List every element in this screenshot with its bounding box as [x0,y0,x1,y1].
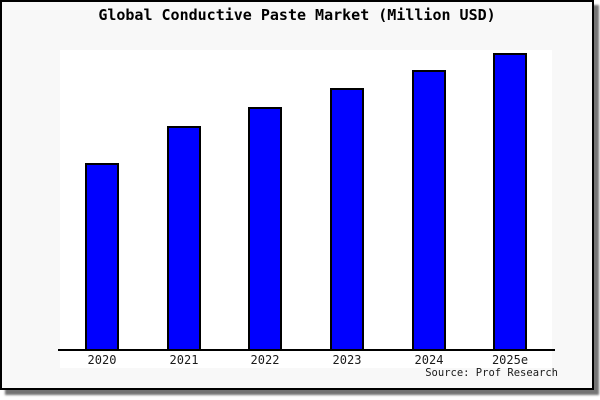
x-tick-label-2022: 2022 [250,353,280,367]
bar-2022 [248,107,282,351]
x-tick-label-2025e: 2025e [491,353,529,367]
x-tick-label-2023: 2023 [332,353,362,367]
x-tick-label-2020: 2020 [87,353,117,367]
plot-area [60,50,552,368]
bar-2024 [412,70,446,351]
bar-2025e [493,53,527,351]
x-tick-label-2021: 2021 [169,353,199,367]
bar-2023 [330,88,364,351]
x-tick-label-2024: 2024 [414,353,444,367]
chart-title: Global Conductive Paste Market (Million … [98,6,496,24]
bar-2020 [85,163,119,351]
chart-frame: Global Conductive Paste Market (Million … [0,0,594,390]
x-axis-line [58,349,555,351]
bar-2021 [167,126,201,351]
source-credit: Source: Prof Research [425,367,558,379]
